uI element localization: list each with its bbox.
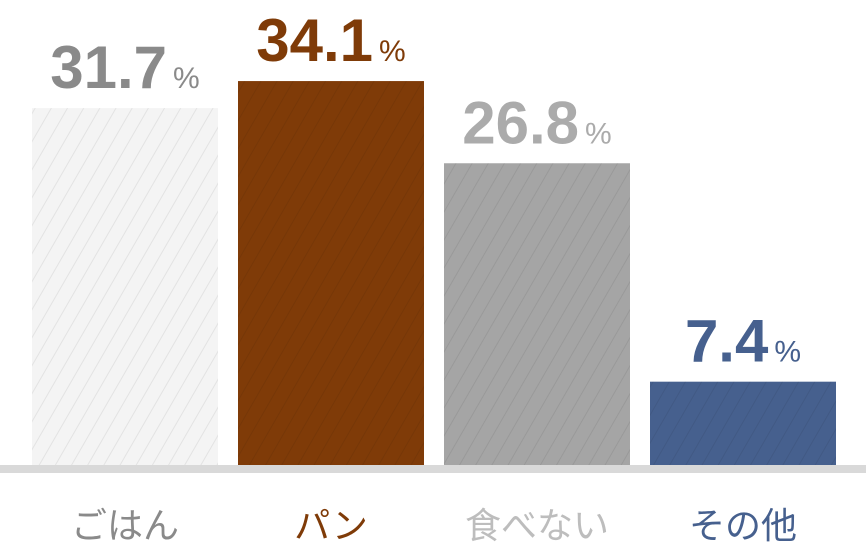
value-number: 26.8 xyxy=(462,89,579,156)
bar-texture xyxy=(32,108,218,466)
bar-texture xyxy=(444,163,630,465)
value-unit: % xyxy=(173,62,200,95)
baseline xyxy=(0,465,866,473)
x-tick-label: ごはん xyxy=(71,506,179,546)
value-number: 31.7 xyxy=(50,34,167,101)
bar-texture xyxy=(238,81,424,466)
x-tick-label: パン xyxy=(294,506,368,546)
value-number: 7.4 xyxy=(685,308,769,375)
value-label: 31.7% xyxy=(50,34,199,101)
value-unit: % xyxy=(585,117,612,150)
value-number: 34.1 xyxy=(256,7,373,74)
value-label: 34.1% xyxy=(256,7,405,74)
value-unit: % xyxy=(379,35,406,68)
bar-texture xyxy=(650,381,836,465)
value-unit: % xyxy=(774,336,801,369)
x-tick-label: 食べない xyxy=(465,506,609,546)
value-label: 7.4% xyxy=(685,308,801,375)
x-tick-label: その他 xyxy=(689,506,797,546)
value-label: 26.8% xyxy=(462,89,611,156)
